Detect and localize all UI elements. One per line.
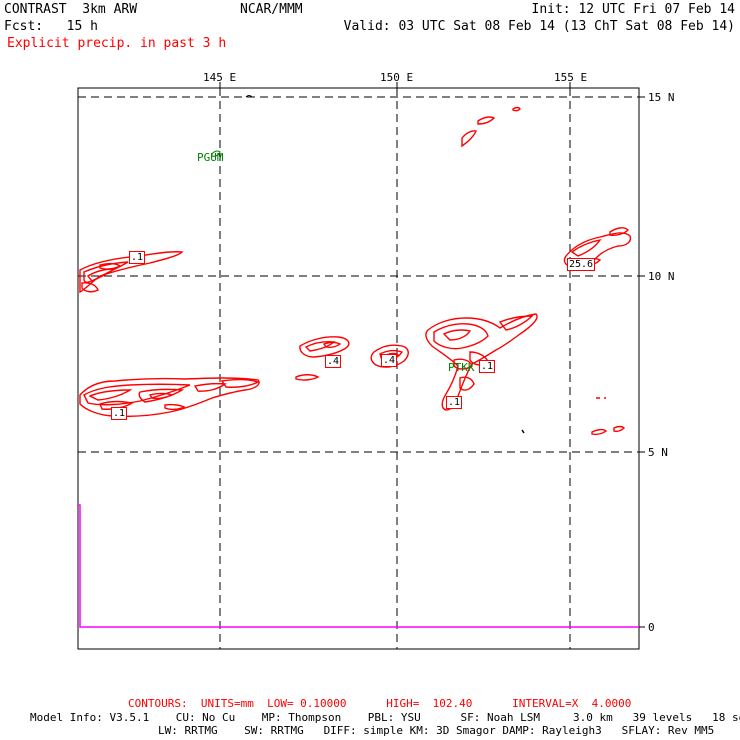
contour-label: .4 [325, 355, 342, 368]
organization: NCAR/MMM [240, 2, 303, 17]
lat-label-15: 15 N [648, 91, 675, 104]
lon-label-155: 155 E [554, 71, 588, 84]
contour-label: .4 [381, 354, 398, 367]
station-ptkk: PTKK [448, 361, 475, 374]
station-pgum: PGUM [197, 151, 224, 164]
coast-fragment-2 [521, 429, 525, 434]
zero-label: 0 [648, 621, 655, 634]
contour-label: .1 [129, 251, 146, 264]
precip-series [78, 504, 639, 628]
model-info-line1: Model Info: V3.5.1 CU: No Cu MP: Thompso… [30, 711, 740, 724]
model-info-line2: LW: RRTMG SW: RRTMG DIFF: simple KM: 3D … [158, 724, 715, 737]
init-time: Init: 12 UTC Fri 07 Feb 14 [531, 2, 736, 17]
precip-contours [79, 106, 632, 436]
lon-label-150: 150 E [380, 71, 414, 84]
lat-label-5: 5 N [648, 446, 668, 459]
lon-label-145: 145 E [203, 71, 237, 84]
graticule [78, 88, 639, 649]
valid-time: Valid: 03 UTC Sat 08 Feb 14 (13 ChT Sat … [343, 19, 735, 34]
guam-coastline [211, 150, 221, 157]
lat-label-10: 10 N [648, 270, 675, 283]
contour-label: .1 [111, 407, 128, 420]
field-title: Explicit precip. in past 3 h [7, 36, 227, 51]
contour-label: .1 [479, 360, 496, 373]
forecast-hour: Fcst: 15 h [4, 19, 98, 34]
model-title: CONTRAST 3km ARW [4, 2, 138, 17]
contour-label: .1 [446, 396, 463, 409]
map-frame [77, 87, 640, 650]
contour-label: 25.6 [567, 258, 596, 271]
coast-fragment [245, 95, 253, 98]
contour-info: CONTOURS: UNITS=mm LOW= 0.10000 HIGH= 10… [128, 697, 632, 710]
